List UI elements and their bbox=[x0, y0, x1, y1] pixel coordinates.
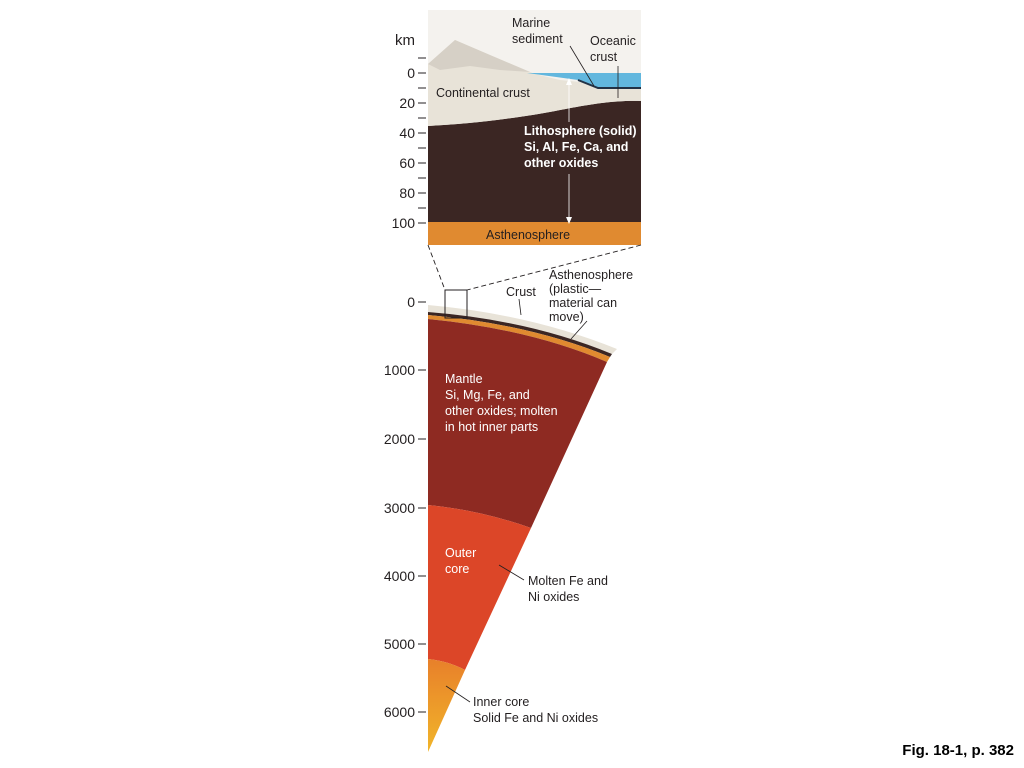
asthenosphere-label-1: Asthenosphere bbox=[549, 268, 633, 282]
molten-label-1: Molten Fe and bbox=[528, 574, 608, 588]
lithosphere-label-2: Si, Al, Fe, Ca, and bbox=[524, 140, 628, 154]
crust-layer bbox=[428, 305, 617, 354]
asthenosphere-leader bbox=[570, 320, 588, 340]
axis-unit-label: km bbox=[395, 32, 415, 49]
bottom-tick-label-4000: 4000 bbox=[384, 568, 415, 584]
lithosphere-arrow-head-top bbox=[566, 78, 572, 85]
bottom-tick-label-0: 0 bbox=[407, 294, 415, 310]
crust-leader bbox=[518, 298, 522, 316]
asthenosphere-layer bbox=[428, 315, 610, 362]
top-tick-label-60: 60 bbox=[399, 155, 415, 171]
bottom-tick-label-2000: 2000 bbox=[384, 431, 415, 447]
asthenosphere-top-label: Asthenosphere bbox=[486, 228, 570, 242]
marine-sediment-leader bbox=[569, 45, 595, 87]
top-tick-label-100: 100 bbox=[392, 215, 416, 231]
lithosphere-label-3: other oxides bbox=[524, 156, 598, 170]
inner-core-label-1: Inner core bbox=[473, 695, 529, 709]
molten-leader bbox=[498, 564, 525, 581]
lithosphere-band bbox=[428, 312, 612, 357]
bottom-tick-label-6000: 6000 bbox=[384, 704, 415, 720]
oceanic-crust-label-2: crust bbox=[590, 50, 618, 64]
top-tick-label-0: 0 bbox=[407, 65, 415, 81]
oceanic-crust-line bbox=[577, 79, 641, 89]
molten-label-2: Ni oxides bbox=[528, 590, 579, 604]
outer-core-label-1: Outer bbox=[445, 546, 476, 560]
bottom-depth-axis: 0 1000 2000 3000 4000 5000 6000 bbox=[384, 294, 426, 720]
marine-sediment-label-1: Marine bbox=[512, 16, 550, 30]
bottom-tick-label-3000: 3000 bbox=[384, 500, 415, 516]
mountain-shading bbox=[428, 40, 530, 72]
top-ticks bbox=[418, 57, 426, 224]
continental-crust-label: Continental crust bbox=[436, 86, 530, 100]
ocean-water bbox=[527, 73, 641, 88]
top-depth-axis: km 0 20 40 60 80 100 bbox=[392, 32, 426, 231]
figure-caption: Fig. 18-1, p. 382 bbox=[902, 742, 1014, 759]
crust-label: Crust bbox=[506, 285, 536, 299]
bottom-tick-label-5000: 5000 bbox=[384, 636, 415, 652]
top-tick-label-80: 80 bbox=[399, 185, 415, 201]
top-tick-label-20: 20 bbox=[399, 95, 415, 111]
lithosphere-cross-section: Marine sediment Oceanic crust Continenta… bbox=[428, 10, 641, 245]
mantle-layer bbox=[428, 319, 607, 528]
outer-core-label-2: core bbox=[445, 562, 469, 576]
asthenosphere-label-2: (plastic— bbox=[549, 282, 602, 296]
mantle-label-2: Si, Mg, Fe, and bbox=[445, 388, 530, 402]
inner-core-label-2: Solid Fe and Ni oxides bbox=[473, 711, 598, 725]
asthenosphere-band bbox=[428, 222, 641, 245]
top-tick-label-40: 40 bbox=[399, 125, 415, 141]
lithosphere-arrow-head-bottom bbox=[566, 217, 572, 224]
mantle-label-4: in hot inner parts bbox=[445, 420, 538, 434]
mantle-label-3: other oxides; molten bbox=[445, 404, 558, 418]
mantle-label-1: Mantle bbox=[445, 372, 483, 386]
earth-interior-wedge: Crust Asthenosphere (plastic— material c… bbox=[428, 268, 633, 752]
zoom-box bbox=[444, 289, 468, 319]
inner-core-layer bbox=[428, 659, 465, 752]
oceanic-crust-label-1: Oceanic bbox=[590, 34, 636, 48]
lithosphere-label-1: Lithosphere (solid) bbox=[524, 124, 637, 138]
zoom-connector-left bbox=[427, 244, 446, 291]
marine-sediment-label-2: sediment bbox=[512, 32, 563, 46]
asthenosphere-label-4: move) bbox=[549, 310, 584, 324]
bottom-tick-label-1000: 1000 bbox=[384, 362, 415, 378]
asthenosphere-label-3: material can bbox=[549, 296, 617, 310]
outer-core-layer bbox=[428, 505, 531, 670]
zoom-connector-right bbox=[466, 244, 642, 291]
inner-core-leader bbox=[445, 685, 471, 703]
